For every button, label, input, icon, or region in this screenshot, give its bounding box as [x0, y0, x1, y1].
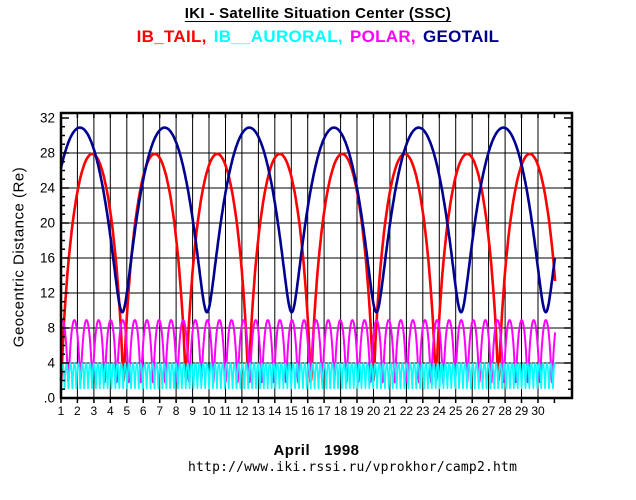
plot-border: [59, 111, 574, 400]
y-tick-label: 12: [40, 286, 55, 301]
month-label: April 1998: [273, 442, 360, 459]
x-tick-label: 25: [449, 404, 463, 418]
legend-item-ibtail: IB_TAIL,: [136, 27, 207, 46]
grid: [61, 113, 572, 398]
x-tick-label: 7: [156, 404, 163, 418]
x-tick-label: 24: [433, 404, 447, 418]
x-tick-label: 20: [367, 404, 381, 418]
y-tick-label: .0: [44, 391, 55, 406]
y-tick-label: 8: [47, 321, 55, 336]
x-tick-label: 18: [334, 404, 348, 418]
y-tick-label: 32: [40, 111, 55, 126]
satellite-legend: IB_TAIL, IB__AURORAL, POLAR, GEOTAIL: [0, 27, 636, 47]
x-tick-label: 6: [140, 404, 147, 418]
footer-url: http://www.iki.rssi.ru/vprokhor/camp2.ht…: [188, 460, 518, 475]
y-tick-label: 28: [40, 146, 55, 161]
x-tick-label: 13: [252, 404, 266, 418]
x-tick-label: 3: [91, 404, 98, 418]
x-tick-label: 5: [123, 404, 130, 418]
x-tick-label: 15: [285, 404, 299, 418]
x-tick-label: 27: [482, 404, 496, 418]
x-tick-label: 23: [416, 404, 430, 418]
x-tick-label: 28: [498, 404, 512, 418]
x-tick-label: 30: [531, 404, 545, 418]
x-tick-label: 1: [58, 404, 65, 418]
x-tick-label: 8: [173, 404, 180, 418]
x-tick-label: 9: [189, 404, 196, 418]
series-curves: [59, 126, 557, 390]
y-tick-label: 16: [40, 251, 55, 266]
x-tick-label: 29: [515, 404, 529, 418]
x-tick-label: 17: [317, 404, 331, 418]
legend-item-geotail: GEOTAIL: [422, 27, 500, 46]
y-tick-label: 4: [47, 356, 55, 371]
x-tick-label: 19: [350, 404, 364, 418]
y-tick-label: 24: [40, 181, 56, 196]
x-tick-label: 26: [466, 404, 480, 418]
x-tick-labels: 1 2 3 4 5 6 7 8 9 10 11 12 13 14 15 16 17 18 19 20 21 22 23 24 2…: [58, 404, 545, 418]
x-tick-label: 12: [235, 404, 249, 418]
x-tick-label: 16: [301, 404, 315, 418]
x-tick-label: 22: [400, 404, 414, 418]
curve-ib_auroral: [60, 362, 556, 390]
y-tick-label: 20: [40, 216, 55, 231]
curve-polar: [60, 319, 557, 384]
x-tick-label: 2: [74, 404, 81, 418]
x-tick-label: 11: [219, 404, 232, 418]
page-title: IKI - Satellite Situation Center (SSC): [184, 5, 452, 22]
x-tick-label: 10: [202, 404, 216, 418]
legend-item-polar: POLAR,: [349, 27, 416, 46]
x-tick-label: 21: [383, 404, 397, 418]
x-tick-label: 4: [107, 404, 114, 418]
y-tick-labels: .0 4 8 12 16 20 24 28 32: [40, 111, 56, 406]
y-axis-title: Geocentric Distance (Re): [10, 166, 28, 348]
x-tick-label: 14: [268, 404, 282, 418]
curve-geotail: [59, 126, 557, 314]
legend-item-ibauroral: IB__AURORAL,: [213, 27, 343, 46]
